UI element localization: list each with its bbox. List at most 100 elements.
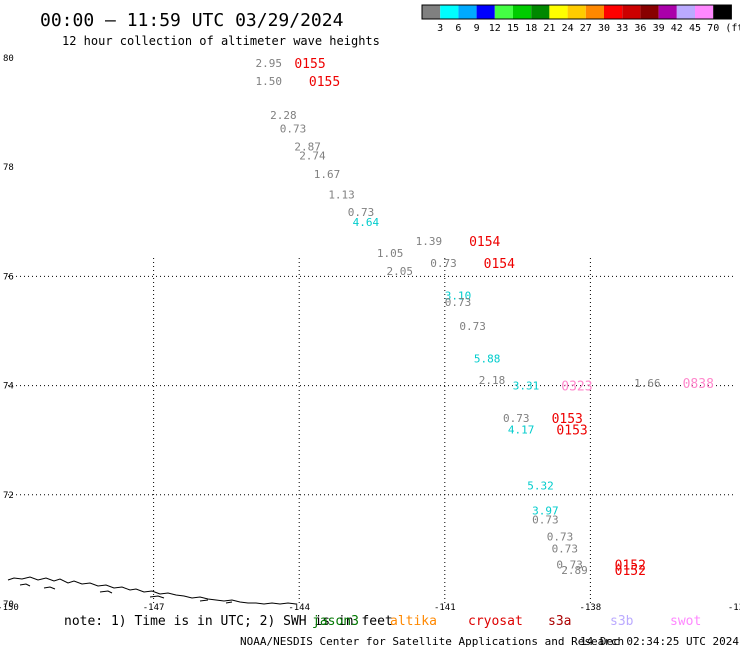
legend-swatch (458, 5, 477, 19)
legend-bin-label: 45 (689, 23, 701, 34)
legend-swatch (567, 5, 586, 19)
legend-swatch (440, 5, 459, 19)
wave-height-label: 0.73 (532, 513, 559, 526)
wave-height-label: 0.73 (280, 122, 307, 135)
legend-bin-label: 70 (707, 23, 719, 34)
legend-bin-label: 30 (598, 23, 610, 34)
pass-time-label: 0323 (561, 380, 592, 395)
wave-height-label: 3.97 (532, 505, 559, 518)
map-subtitle: 12 hour collection of altimeter wave hei… (62, 34, 380, 48)
lon-tick-label: -13 (728, 603, 740, 613)
legend-swatch (604, 5, 623, 19)
wave-height-label: 4.64 (353, 216, 380, 229)
lon-tick-label: -147 (143, 603, 165, 613)
legend-swatch (695, 5, 714, 19)
wave-height-label: 5.88 (474, 352, 501, 365)
satellite-legend-item: altika (390, 614, 437, 629)
legend-bin-label: 33 (616, 23, 628, 34)
wave-height-label: 0.73 (552, 542, 579, 555)
wave-height-label: 2.28 (270, 109, 297, 122)
wave-height-label: 0.73 (556, 559, 583, 572)
legend-bin-label: 42 (671, 23, 683, 34)
pass-time-label: 0155 (309, 75, 340, 90)
legend-bin-label: 3 (437, 23, 443, 34)
coastline (7, 576, 297, 605)
pass-time-label: 0154 (484, 257, 515, 272)
wave-height-label: 5.32 (527, 480, 554, 493)
pass-time-label: 0838 (683, 377, 714, 392)
satellite-legend-item: s3b (610, 614, 634, 629)
legend-swatch (622, 5, 641, 19)
wave-height-label: 1.39 (416, 235, 443, 248)
wave-height-label: 1.13 (328, 189, 355, 202)
wave-height-label: 1.66 (634, 377, 661, 390)
legend-bin-label: 9 (474, 23, 480, 34)
wave-height-label: 2.89 (561, 564, 588, 577)
legend-bin-label: 6 (455, 23, 461, 34)
wave-height-label: 3.31 (513, 380, 540, 393)
wave-height-label: 0.73 (503, 412, 530, 425)
satellite-legend-item: s3a (548, 614, 571, 629)
legend-bin-label: 12 (489, 23, 501, 34)
legend-bin-label: 18 (525, 23, 537, 34)
lat-tick-label: 78 (3, 163, 14, 173)
lat-lon-grid (8, 258, 736, 604)
legend-swatch (676, 5, 695, 19)
pass-time-label: 0153 (552, 412, 583, 427)
legend-swatch (549, 5, 568, 19)
legend-swatch (531, 5, 550, 19)
footer-credit: NOAA/NESDIS Center for Satellite Applica… (240, 635, 624, 648)
wave-height-labels: 2.951.502.280.732.872.741.671.130.734.64… (256, 57, 661, 577)
footer-note: note: 1) Time is in UTC; 2) SWH is in fe… (64, 614, 393, 629)
footer: note: 1) Time is in UTC; 2) SWH is in fe… (64, 614, 739, 648)
pass-time-label: 0153 (556, 423, 587, 438)
wave-height-label: 0.73 (445, 296, 472, 309)
lon-tick-label: -144 (288, 603, 310, 613)
wave-height-label: 1.05 (377, 247, 404, 260)
lat-tick-label: 72 (3, 491, 14, 501)
wave-height-label: 1.50 (256, 75, 283, 88)
wave-height-label: 2.18 (479, 374, 506, 387)
wave-height-label: 2.87 (294, 140, 321, 153)
footer-timestamp: 14 Dec 02:34:25 UTC 2024 (580, 635, 739, 648)
wave-height-label: 1.67 (314, 168, 341, 181)
legend-bin-label: 21 (543, 23, 555, 34)
lon-tick-label: -150 (0, 603, 19, 613)
wave-height-label: 2.74 (299, 150, 326, 163)
wave-height-label: 0.73 (430, 257, 457, 270)
legend-unit: (ft) (725, 23, 740, 34)
map-title: 00:00 – 11:59 UTC 03/29/2024 (40, 10, 343, 31)
lat-tick-label: 74 (3, 382, 14, 392)
pass-time-label: 0155 (294, 57, 325, 72)
legend-bin-label: 39 (653, 23, 665, 34)
legend-swatch (422, 5, 441, 19)
wave-height-label: 4.17 (508, 423, 534, 436)
wave-height-label: 0.73 (348, 206, 375, 219)
pass-time-label: 0152 (615, 564, 646, 579)
legend-frame (421, 4, 732, 20)
pass-time-label: 0154 (469, 235, 500, 250)
legend-swatch (713, 5, 732, 19)
coastline-path (7, 576, 297, 605)
axis-tick-labels: -150 -147 -144 -141 -138 -13 80 78 76 74 72 70 (0, 54, 740, 613)
legend-swatch (640, 5, 659, 19)
pass-time-label: 0152 (615, 559, 646, 574)
legend-bin-label: 36 (634, 23, 646, 34)
satellite-legend-item: swot (670, 614, 701, 629)
satellite-legend-item: jason3 (312, 614, 359, 629)
lat-tick-label: 76 (3, 272, 14, 282)
lat-tick-label: 80 (3, 54, 14, 64)
lon-tick-label: -138 (580, 603, 602, 613)
wave-height-label: 3.10 (445, 290, 472, 303)
legend-bin-label: 15 (507, 23, 519, 34)
satellite-legend-item: cryosat (468, 614, 523, 629)
legend-bin-label: 27 (580, 23, 592, 34)
legend-swatch (476, 5, 495, 19)
wave-height-label: 2.95 (256, 57, 283, 70)
wave-height-label: 0.73 (459, 320, 486, 333)
coastline-islands (19, 583, 233, 604)
